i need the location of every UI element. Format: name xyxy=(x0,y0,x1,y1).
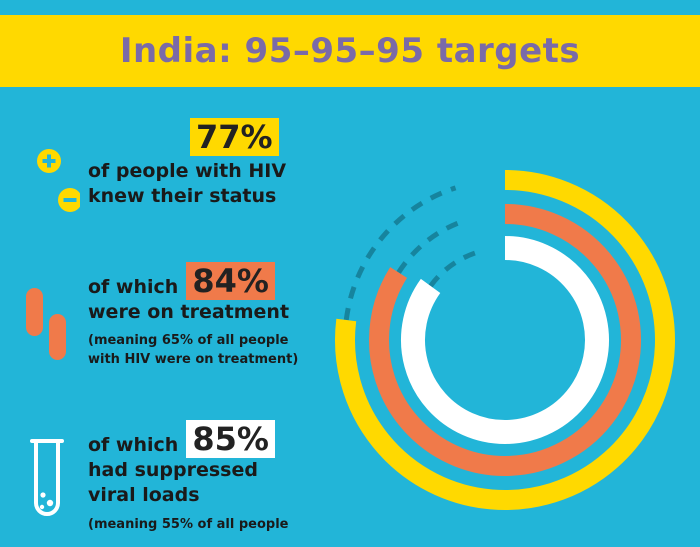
stat-line: had suppressed xyxy=(88,459,258,481)
stat-note: (meaning 65% of all people xyxy=(88,333,289,348)
plus-minus-icon xyxy=(37,149,80,212)
stat-percent: 77% xyxy=(190,118,279,156)
progress-arc-1 xyxy=(335,170,675,510)
stat-percent: 84% xyxy=(186,262,275,300)
title-bar: India: 95–95–95 targets xyxy=(0,15,700,87)
target-gap-arc-2 xyxy=(396,217,467,274)
stat-on-treatment: of which 84% were on treatment (meaning … xyxy=(88,262,298,369)
stat-percent: 85% xyxy=(186,420,275,458)
stat-line: knew their status xyxy=(88,185,277,207)
stat-line: viral loads xyxy=(88,484,200,506)
pills-icon xyxy=(26,288,66,360)
stat-note: (meaning 55% of all people xyxy=(88,517,289,532)
stat-note: with HIV were on treatment) xyxy=(88,352,299,367)
progress-arc-2 xyxy=(369,204,641,476)
stat-line: of people with HIV xyxy=(88,160,287,182)
target-gap-arc-1 xyxy=(343,185,457,321)
stat-line: were on treatment xyxy=(88,301,290,323)
test-tube-icon xyxy=(30,439,64,516)
radial-progress-chart xyxy=(335,170,675,510)
stat-line: of which xyxy=(88,276,179,298)
stat-knew-status: 77% of people with HIV knew their status xyxy=(88,118,286,209)
stat-suppressed: of which 85% had suppressed viral loads … xyxy=(88,420,288,534)
stat-line: of which xyxy=(88,434,179,456)
page-title: India: 95–95–95 targets xyxy=(119,31,581,71)
target-gap-arc-3 xyxy=(428,250,478,288)
progress-arc-3 xyxy=(401,236,609,444)
